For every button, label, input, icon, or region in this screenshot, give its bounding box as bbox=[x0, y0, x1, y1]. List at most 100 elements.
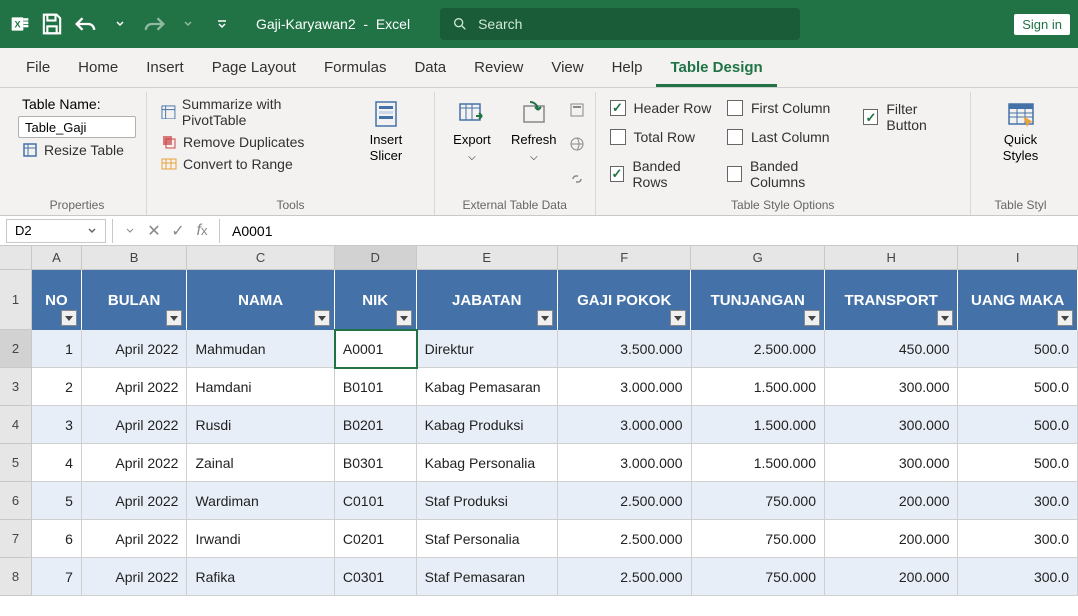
row-header-1[interactable]: 1 bbox=[0, 270, 32, 330]
cell-F2[interactable]: 3.500.000 bbox=[558, 330, 691, 368]
refresh-button[interactable]: Refresh⌵ bbox=[505, 94, 563, 195]
cell-G8[interactable]: 750.000 bbox=[692, 558, 825, 596]
checkbox-banded-columns[interactable]: Banded Columns bbox=[723, 155, 853, 193]
cell-E7[interactable]: Staf Personalia bbox=[417, 520, 558, 558]
qat-customize[interactable] bbox=[208, 10, 236, 38]
column-header-G[interactable]: G bbox=[691, 246, 824, 270]
search-box[interactable]: Search bbox=[440, 8, 800, 40]
tab-table-design[interactable]: Table Design bbox=[656, 51, 776, 87]
filter-button[interactable] bbox=[396, 310, 412, 326]
filter-button[interactable] bbox=[314, 310, 330, 326]
remove-duplicates-button[interactable]: Remove Duplicates bbox=[157, 132, 342, 152]
cell-I7[interactable]: 300.0 bbox=[958, 520, 1078, 558]
tab-view[interactable]: View bbox=[537, 51, 597, 87]
cell-B4[interactable]: April 2022 bbox=[82, 406, 188, 444]
cell-C7[interactable]: Irwandi bbox=[187, 520, 334, 558]
cell-H2[interactable]: 450.000 bbox=[825, 330, 958, 368]
redo-button[interactable] bbox=[140, 10, 168, 38]
cell-G5[interactable]: 1.500.000 bbox=[692, 444, 825, 482]
table-header-tunjangan[interactable]: TUNJANGAN bbox=[691, 270, 824, 330]
table-header-jabatan[interactable]: JABATAN bbox=[417, 270, 558, 330]
undo-button[interactable] bbox=[72, 10, 100, 38]
table-name-input[interactable] bbox=[18, 116, 136, 138]
cell-D7[interactable]: C0201 bbox=[335, 520, 417, 558]
cell-F3[interactable]: 3.000.000 bbox=[558, 368, 691, 406]
filter-button[interactable] bbox=[61, 310, 77, 326]
export-button[interactable]: Export⌵ bbox=[445, 94, 499, 195]
name-box[interactable]: D2 bbox=[6, 219, 106, 243]
checkbox-header-row[interactable]: Header Row bbox=[606, 97, 718, 119]
cell-H4[interactable]: 300.000 bbox=[825, 406, 958, 444]
cell-I2[interactable]: 500.0 bbox=[958, 330, 1078, 368]
cell-D3[interactable]: B0101 bbox=[335, 368, 417, 406]
table-header-transport[interactable]: TRANSPORT bbox=[825, 270, 958, 330]
cell-G6[interactable]: 750.000 bbox=[692, 482, 825, 520]
row-header-2[interactable]: 2 bbox=[0, 330, 32, 368]
cell-E3[interactable]: Kabag Pemasaran bbox=[417, 368, 558, 406]
cell-I3[interactable]: 500.0 bbox=[958, 368, 1078, 406]
cell-A6[interactable]: 5 bbox=[32, 482, 82, 520]
filter-button[interactable] bbox=[1057, 310, 1073, 326]
resize-table-button[interactable]: Resize Table bbox=[18, 140, 136, 160]
formula-input[interactable]: A0001 bbox=[220, 223, 1078, 239]
cell-F8[interactable]: 2.500.000 bbox=[558, 558, 691, 596]
row-header-3[interactable]: 3 bbox=[0, 368, 32, 406]
column-header-D[interactable]: D bbox=[335, 246, 417, 270]
insert-slicer-button[interactable]: Insert Slicer bbox=[348, 94, 424, 195]
cell-D2[interactable]: A0001 bbox=[335, 330, 417, 368]
cell-I6[interactable]: 300.0 bbox=[958, 482, 1078, 520]
cell-C5[interactable]: Zainal bbox=[187, 444, 334, 482]
cell-B2[interactable]: April 2022 bbox=[82, 330, 188, 368]
row-header-7[interactable]: 7 bbox=[0, 520, 32, 558]
checkbox-first-column[interactable]: First Column bbox=[723, 97, 853, 119]
cell-B8[interactable]: April 2022 bbox=[82, 558, 188, 596]
open-browser-icon[interactable] bbox=[569, 136, 585, 152]
row-header-6[interactable]: 6 bbox=[0, 482, 32, 520]
enter-button[interactable]: ✓ bbox=[167, 220, 189, 242]
cell-B7[interactable]: April 2022 bbox=[82, 520, 188, 558]
tab-help[interactable]: Help bbox=[598, 51, 657, 87]
cell-A7[interactable]: 6 bbox=[32, 520, 82, 558]
filter-button[interactable] bbox=[166, 310, 182, 326]
fx-button[interactable]: fx bbox=[191, 220, 213, 242]
cell-A3[interactable]: 2 bbox=[32, 368, 82, 406]
table-header-nik[interactable]: NIK bbox=[335, 270, 417, 330]
table-header-nama[interactable]: NAMA bbox=[187, 270, 334, 330]
checkbox-filter-button[interactable]: Filter Button bbox=[859, 98, 960, 136]
select-all-corner[interactable] bbox=[0, 246, 32, 270]
table-header-gaji-pokok[interactable]: GAJI POKOK bbox=[558, 270, 691, 330]
tab-file[interactable]: File bbox=[12, 51, 64, 87]
dropdown-icon[interactable] bbox=[119, 220, 141, 242]
convert-to-range-button[interactable]: Convert to Range bbox=[157, 154, 342, 174]
row-header-4[interactable]: 4 bbox=[0, 406, 32, 444]
cell-H5[interactable]: 300.000 bbox=[825, 444, 958, 482]
quick-styles-button[interactable]: Quick Styles bbox=[981, 94, 1060, 195]
tab-home[interactable]: Home bbox=[64, 51, 132, 87]
cell-F7[interactable]: 2.500.000 bbox=[558, 520, 691, 558]
save-button[interactable] bbox=[38, 10, 66, 38]
row-header-8[interactable]: 8 bbox=[0, 558, 32, 596]
filter-button[interactable] bbox=[937, 310, 953, 326]
cell-H7[interactable]: 200.000 bbox=[825, 520, 958, 558]
cell-B6[interactable]: April 2022 bbox=[82, 482, 188, 520]
column-header-A[interactable]: A bbox=[32, 246, 82, 270]
cell-A4[interactable]: 3 bbox=[32, 406, 82, 444]
tab-insert[interactable]: Insert bbox=[132, 51, 198, 87]
redo-dropdown[interactable] bbox=[174, 10, 202, 38]
column-header-B[interactable]: B bbox=[82, 246, 188, 270]
filter-button[interactable] bbox=[804, 310, 820, 326]
filter-button[interactable] bbox=[537, 310, 553, 326]
cell-H6[interactable]: 200.000 bbox=[825, 482, 958, 520]
cell-C8[interactable]: Rafika bbox=[187, 558, 334, 596]
tab-formulas[interactable]: Formulas bbox=[310, 51, 401, 87]
column-header-F[interactable]: F bbox=[558, 246, 691, 270]
checkbox-banded-rows[interactable]: Banded Rows bbox=[606, 155, 718, 193]
column-header-E[interactable]: E bbox=[417, 246, 558, 270]
cell-E6[interactable]: Staf Produksi bbox=[417, 482, 558, 520]
cell-G3[interactable]: 1.500.000 bbox=[692, 368, 825, 406]
cell-G4[interactable]: 1.500.000 bbox=[692, 406, 825, 444]
column-header-I[interactable]: I bbox=[958, 246, 1078, 270]
tab-page-layout[interactable]: Page Layout bbox=[198, 51, 310, 87]
checkbox-total-row[interactable]: Total Row bbox=[606, 126, 718, 148]
table-header-bulan[interactable]: BULAN bbox=[82, 270, 188, 330]
